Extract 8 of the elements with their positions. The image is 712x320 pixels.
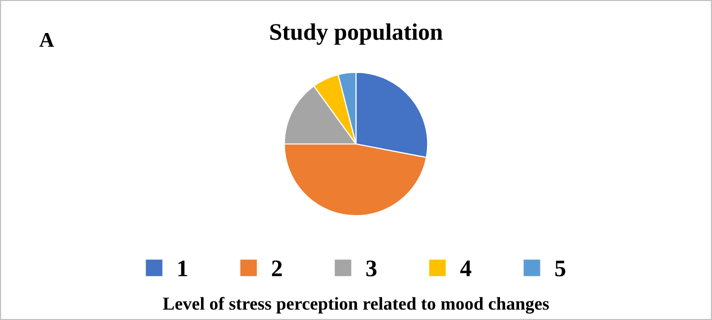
text: Level of stress perception related to mood changes — [162, 296, 549, 314]
legend-label: 5 — [555, 260, 566, 276]
legend-label: 2 — [272, 260, 282, 276]
legend-label: 3 — [366, 260, 376, 276]
legend-label: 4 — [460, 260, 472, 276]
chart-title: Study population — [270, 23, 443, 45]
text: A — [39, 33, 54, 47]
legend-label: 1 — [178, 260, 188, 276]
